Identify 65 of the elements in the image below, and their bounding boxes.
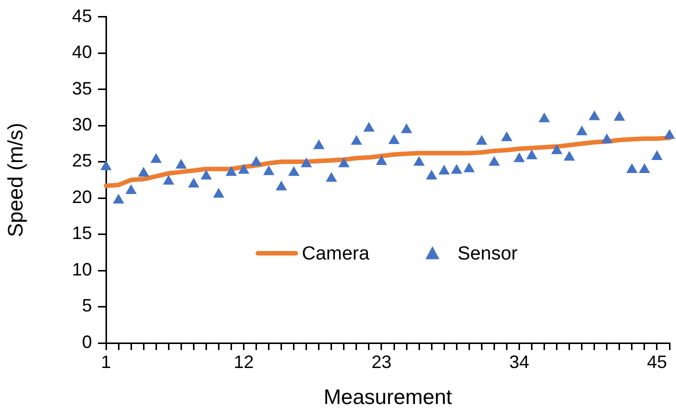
point <box>238 164 250 174</box>
point <box>363 122 375 132</box>
point <box>413 156 425 166</box>
point <box>450 164 462 174</box>
point <box>514 152 525 162</box>
point <box>538 112 550 122</box>
point <box>100 160 112 170</box>
y-tick-label: 5 <box>82 296 92 316</box>
point <box>138 166 150 177</box>
point <box>464 162 475 172</box>
x-tick-label: 34 <box>509 352 530 372</box>
y-tick-label: 35 <box>72 78 92 98</box>
x-axis-title: Measurement <box>324 386 452 410</box>
x-tick-label: 23 <box>371 352 392 372</box>
x-tick-label: 1 <box>100 352 112 372</box>
point <box>338 157 350 168</box>
point <box>551 144 562 154</box>
point <box>588 110 600 120</box>
point <box>288 166 300 176</box>
point <box>125 184 137 194</box>
point <box>313 139 325 150</box>
y-tick-label: 25 <box>72 150 92 171</box>
point <box>614 111 626 121</box>
y-tick-label: 30 <box>72 114 92 134</box>
point <box>162 174 174 185</box>
point <box>426 170 438 180</box>
legend-label: Camera <box>302 244 370 265</box>
point <box>150 153 162 163</box>
y-tick-label: 45 <box>72 6 92 26</box>
point <box>626 163 638 173</box>
point <box>326 172 338 182</box>
point <box>564 150 575 161</box>
point <box>438 164 450 174</box>
point <box>400 123 412 134</box>
point <box>213 188 224 198</box>
point <box>188 178 200 188</box>
point <box>300 157 312 168</box>
point <box>476 134 488 145</box>
point <box>176 158 187 169</box>
y-tick-label: 15 <box>72 223 92 244</box>
point <box>488 156 500 166</box>
point <box>350 134 362 145</box>
point <box>200 170 212 180</box>
point <box>226 166 237 176</box>
y-tick-label: 20 <box>72 186 92 207</box>
point <box>526 149 538 160</box>
y-axis-title: Speed (m/s) <box>4 122 28 238</box>
point <box>501 131 512 142</box>
x-tick-label: 12 <box>234 352 254 372</box>
y-tick-label: 40 <box>72 42 92 62</box>
x-tick-label: 45 <box>646 352 667 372</box>
legend-label: Sensor <box>457 244 518 265</box>
point <box>263 165 274 176</box>
point <box>638 163 650 173</box>
point <box>576 126 588 136</box>
point <box>664 129 676 139</box>
point <box>250 156 262 166</box>
point <box>388 134 400 144</box>
point <box>651 150 663 160</box>
y-tick-label: 0 <box>82 332 92 352</box>
point <box>376 155 388 166</box>
point <box>276 180 287 190</box>
y-tick-label: 10 <box>72 259 92 280</box>
point <box>601 134 613 144</box>
point <box>112 194 124 204</box>
